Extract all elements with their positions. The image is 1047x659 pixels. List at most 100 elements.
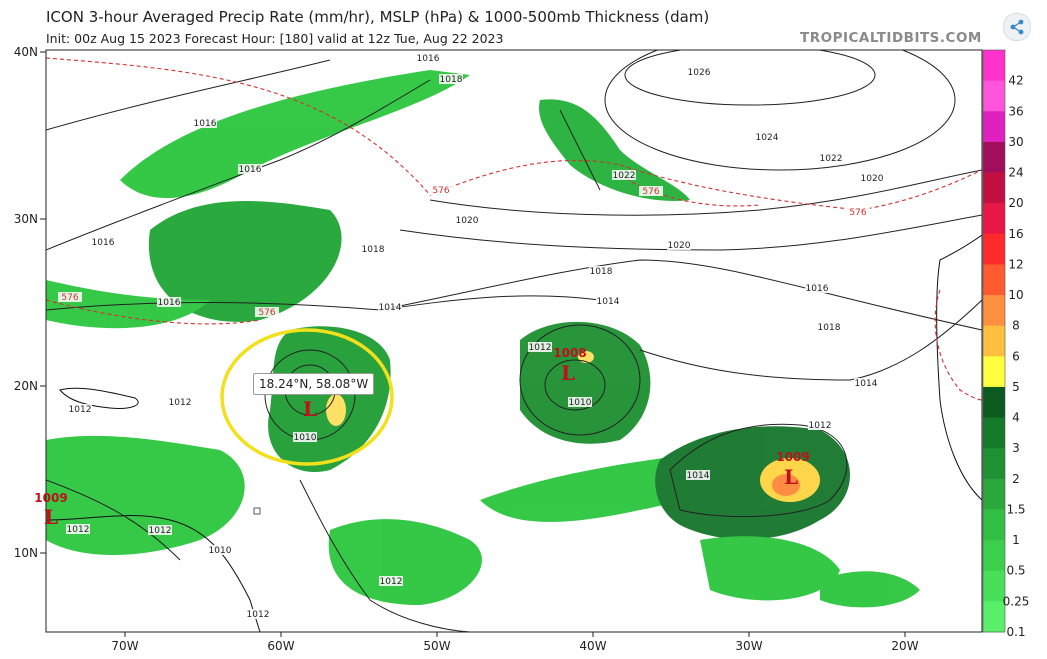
lon-label: 60W [267,639,294,653]
isobar-label: 1012 [169,398,192,408]
low-pressure-value: 1008 [553,346,586,360]
colorbar-swatch [983,111,1005,143]
isobar-label-bg [854,378,878,388]
thickness-label: 576 [61,293,78,303]
colorbar-swatch [983,264,1005,296]
map-title: ICON 3-hour Averaged Precip Rate (mm/hr)… [46,8,710,26]
isobar-label: 1022 [613,171,636,181]
isobar-label: 1012 [809,421,832,431]
lat-label: 20N [14,379,38,393]
colorbar: 42 36 30 24 20 16 12 10 8 6 5 4 3 2 1.5 1 0.5 0.25 0.1 [982,49,1029,639]
isobar-label-bg [755,132,779,142]
colorbar-swatch [983,356,1005,388]
latitude-labels: 40N 30N 20N 10N [14,45,46,560]
isobar-label-bg [193,118,217,128]
isobar-label-bg [361,244,385,254]
isobar-label: 1012 [380,577,403,587]
isobar-label: 1016 [158,298,181,308]
colorbar-label: 24 [1008,166,1023,180]
colorbar-label: 3 [1012,441,1020,455]
isobar-label-bg [378,302,402,312]
colorbar-swatch [983,386,1005,419]
colorbar-label: 16 [1008,227,1023,241]
isobar-label: 1014 [855,379,878,389]
isobar-label-bg [246,609,270,619]
colorbar-label: 20 [1008,196,1023,210]
isobar-label: 1014 [379,303,402,313]
thickness-label-bg [846,207,870,217]
isobar-label: 1010 [569,398,592,408]
colorbar-swatch [983,172,1005,204]
lon-label: 40W [579,639,606,653]
isobar-label: 1014 [597,297,620,307]
isobar-label: 1018 [590,267,613,277]
colorbar-swatch [983,601,1005,633]
isobar-label: 1012 [529,343,552,353]
longitude-labels: 70W 60W 50W 40W 30W 20W [111,632,919,653]
colorbar-swatch [983,448,1005,480]
thickness-label-bg [639,186,663,196]
isobar-label: 1016 [806,284,829,294]
isobar-label-bg [860,173,884,183]
thickness-label: 576 [849,208,866,218]
isobars [46,50,982,632]
colorbar-label: 4 [1012,411,1020,425]
colorbar-label: 30 [1008,135,1023,149]
colorbar-frame [982,49,1006,633]
isobar-label-bg [596,296,620,306]
isobar-label: 1024 [756,133,779,143]
isobar-label: 1018 [362,245,385,255]
lon-label: 30W [735,639,762,653]
colorbar-swatch [983,295,1005,327]
isobar-label-bg [168,397,192,407]
isobar-label-bg [66,524,90,534]
isobar-label-bg [148,525,172,535]
isobar-label: 1022 [820,154,843,164]
isobar-label-bg [68,404,92,414]
lon-label: 50W [423,639,450,653]
colorbar-swatch [983,570,1005,602]
isobar-label: 1010 [294,433,317,443]
highlight-circle [220,328,394,466]
colorbar-swatch [983,50,1005,82]
isobar-label-bg [667,240,691,250]
isobar-label: 1012 [69,405,92,415]
isobar-label-bg [687,67,711,77]
colorbar-swatch [983,233,1005,265]
colorbar-label: 8 [1012,319,1020,333]
low-pressure-value: 1009 [34,491,67,505]
isobar-label-bg [686,470,710,480]
colorbar-label: 2 [1012,472,1020,486]
isobar-label: 1016 [194,119,217,129]
isobar-label-bg [612,170,636,180]
isobar-label: 1016 [92,238,115,248]
colorbar-label: 0.5 [1006,564,1025,578]
isobar-label: 1018 [440,75,463,85]
low-pressure-value: 1009 [776,450,809,464]
colorbar-label: 36 [1008,104,1023,118]
colorbar-swatch [983,417,1005,449]
isobar-label: 1020 [861,174,884,184]
share-button[interactable] [1003,13,1031,41]
isobar-label-bg [589,266,613,276]
isobar-label: 1018 [818,323,841,333]
share-icon [1010,19,1024,35]
coastlines [46,234,982,632]
colorbar-swatch [983,540,1005,572]
isobar-label: 1020 [668,241,691,251]
colorbar-swatch [983,80,1005,112]
low-symbol: L [561,361,575,385]
isobar-label-bg [293,432,317,442]
isobar-label: 1012 [67,525,90,535]
thickness-label: 576 [642,187,659,197]
isobar-label-bg [455,215,479,225]
lat-label: 40N [14,45,38,59]
low-symbol: L [44,505,58,529]
colorbar-swatch [983,509,1005,541]
lat-label: 30N [14,212,38,226]
isobar-label-bg [157,297,181,307]
isobar-label: 1014 [687,471,710,481]
isobar-label-bg [439,74,463,84]
thickness-label-bg [429,185,453,195]
